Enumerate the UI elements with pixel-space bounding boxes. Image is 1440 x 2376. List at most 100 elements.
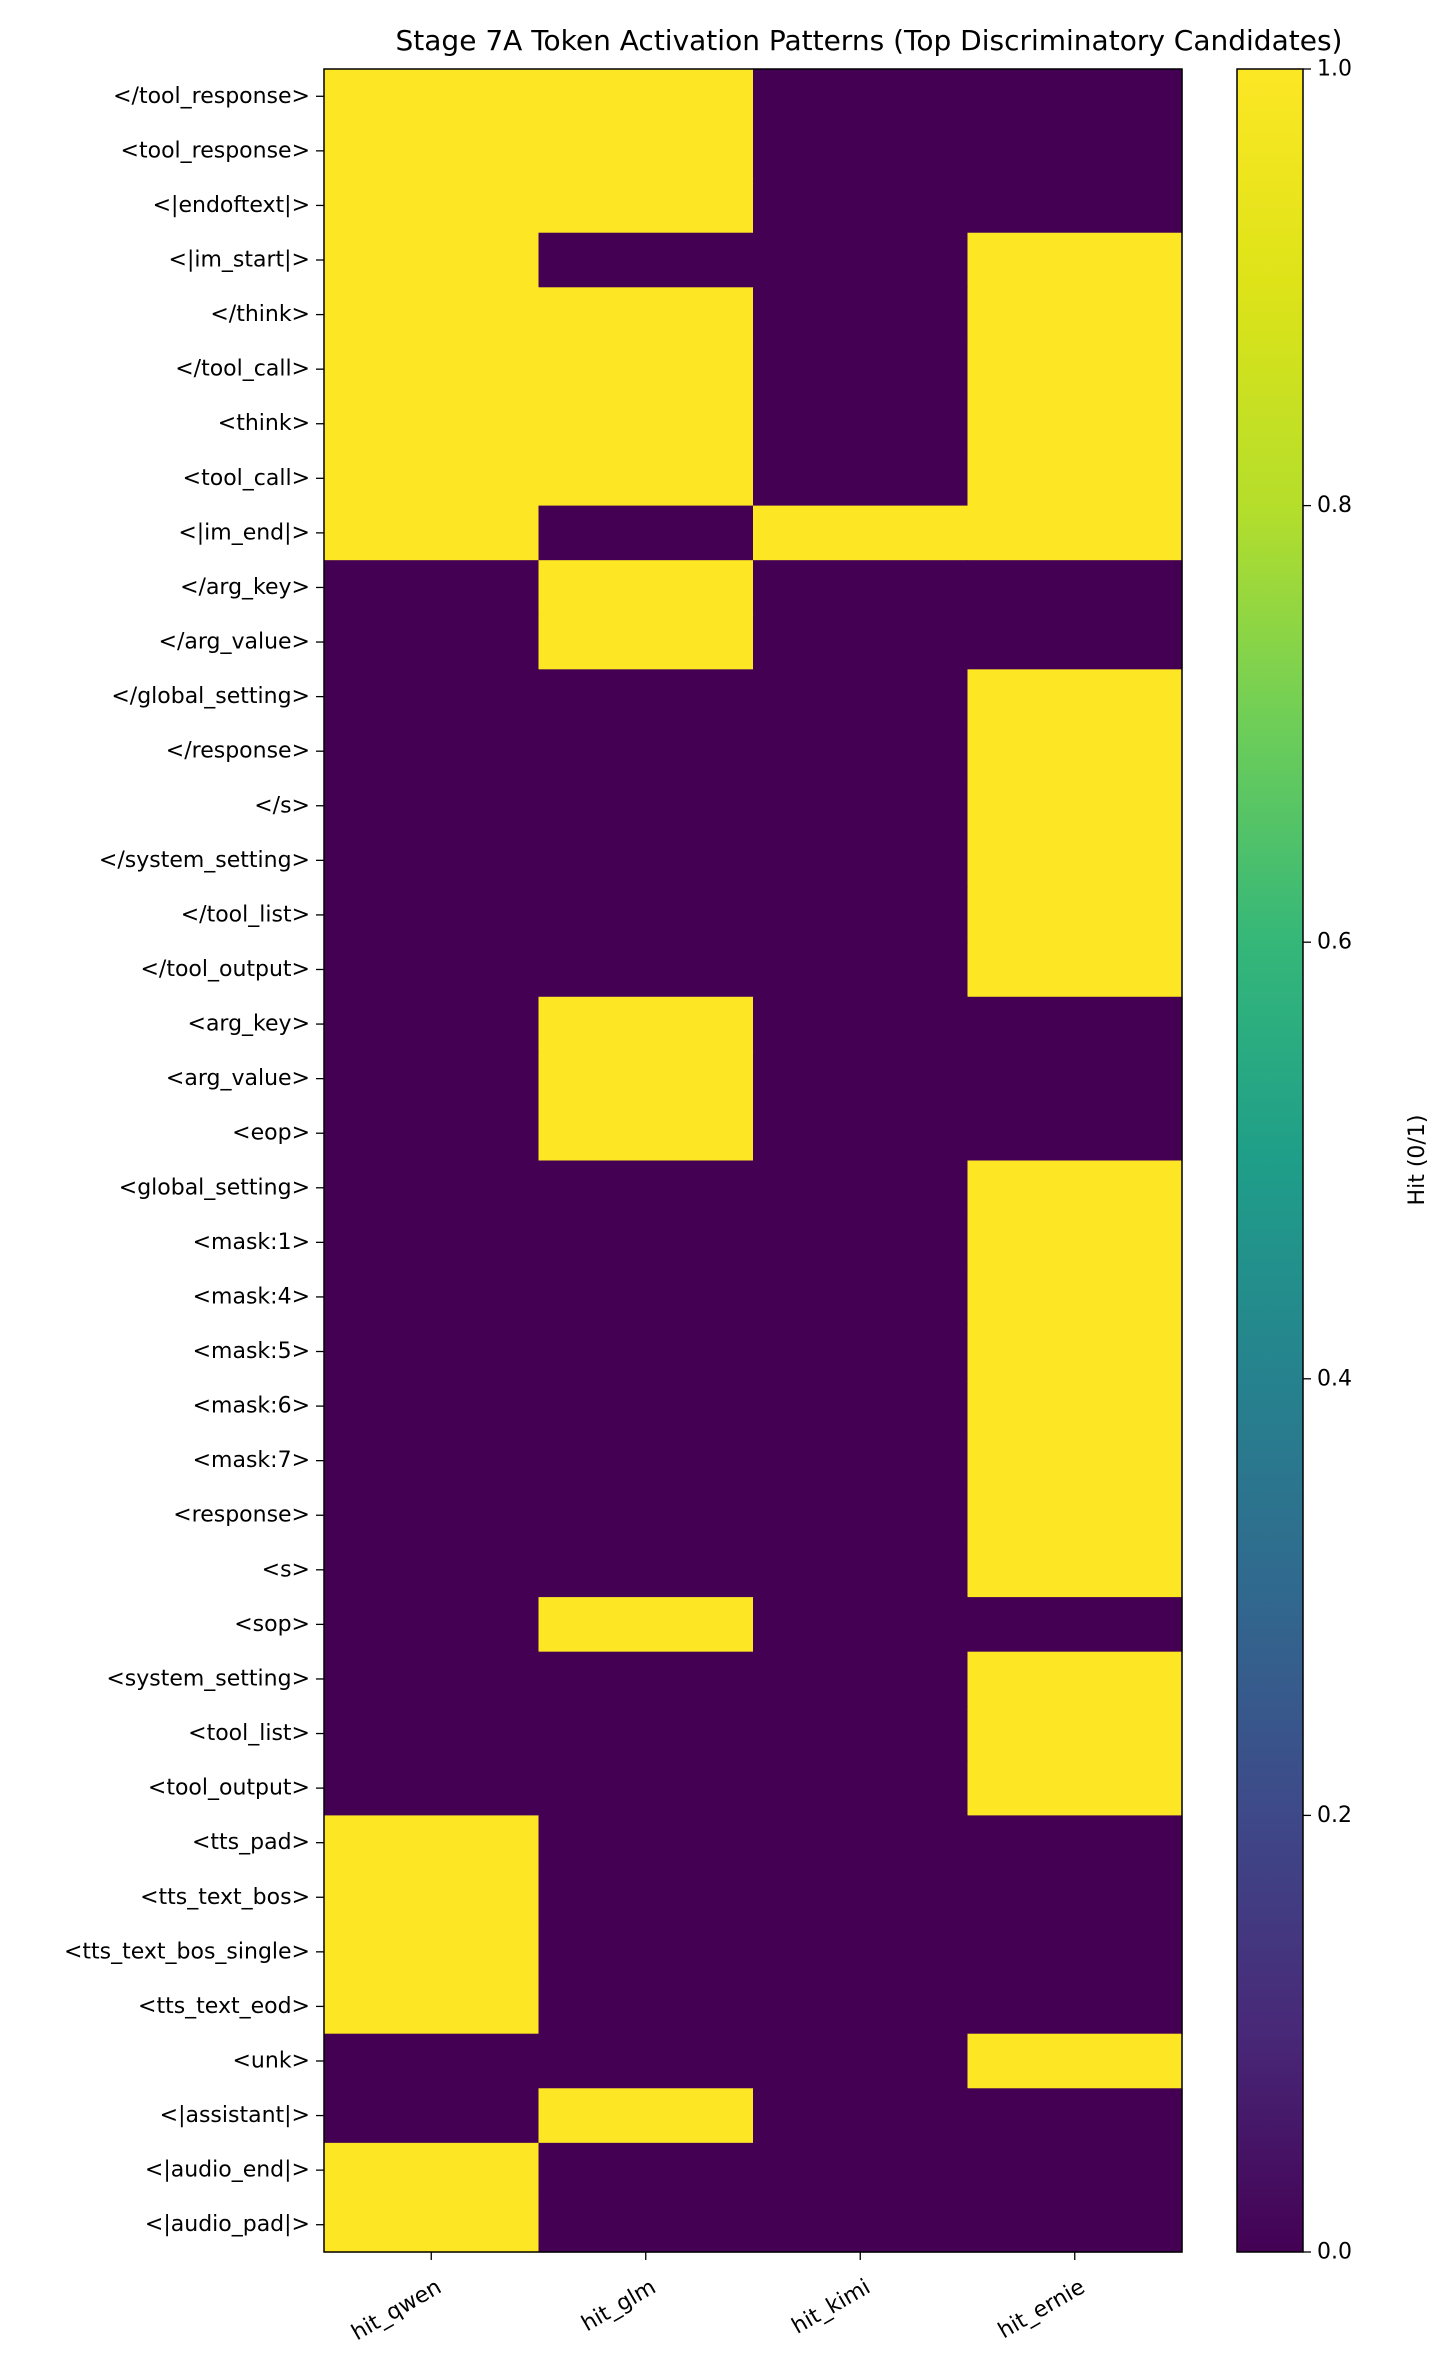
heatmap-cell bbox=[538, 1215, 754, 1271]
heatmap-cell bbox=[538, 1433, 754, 1489]
heatmap-cell bbox=[538, 1924, 754, 1980]
heatmap-cell bbox=[324, 232, 540, 288]
heatmap-cell bbox=[967, 1487, 1183, 1544]
heatmap-cell bbox=[967, 1869, 1183, 1926]
heatmap-cell bbox=[967, 1760, 1183, 1816]
heatmap-cell bbox=[967, 614, 1183, 670]
heatmap-cell bbox=[324, 2088, 540, 2144]
heatmap-cell bbox=[538, 69, 754, 125]
heatmap-cell bbox=[753, 505, 969, 561]
row-label: <tts_text_bos_single> bbox=[64, 1939, 310, 1964]
heatmap-cell bbox=[324, 1924, 540, 1980]
row-label: </think> bbox=[210, 302, 310, 327]
row-label: <arg_key> bbox=[188, 1012, 310, 1037]
heatmap-cells bbox=[324, 69, 1183, 2253]
row-label: <tool_output> bbox=[148, 1776, 310, 1801]
heatmap-cell bbox=[967, 778, 1183, 834]
heatmap-cell bbox=[324, 2197, 540, 2253]
heatmap-cell bbox=[324, 887, 540, 943]
heatmap-cell bbox=[967, 1433, 1183, 1489]
row-label: <mask:7> bbox=[193, 1448, 310, 1473]
heatmap-cell bbox=[753, 1160, 969, 1216]
heatmap-cell bbox=[967, 669, 1183, 725]
heatmap-cell bbox=[538, 1597, 754, 1653]
heatmap-cell bbox=[538, 1706, 754, 1762]
colorbar-tick-label: 0.2 bbox=[1317, 1803, 1352, 1828]
heatmap-cell bbox=[538, 669, 754, 725]
row-label: <response> bbox=[173, 1503, 310, 1528]
heatmap-cell bbox=[538, 341, 754, 398]
heatmap-cell bbox=[324, 69, 540, 125]
row-label: <global_setting> bbox=[119, 1175, 310, 1200]
heatmap-cell bbox=[324, 123, 540, 179]
heatmap-cell bbox=[753, 996, 969, 1052]
heatmap-cell bbox=[324, 1706, 540, 1762]
colorbar-tick-label: 1.0 bbox=[1317, 57, 1352, 82]
heatmap-cell bbox=[324, 1215, 540, 1271]
heatmap-cell bbox=[538, 1542, 754, 1598]
row-label: <tool_response> bbox=[121, 138, 310, 163]
row-label: <tts_text_bos> bbox=[140, 1885, 310, 1910]
heatmap-cell bbox=[538, 1760, 754, 1816]
heatmap-cell bbox=[967, 1542, 1183, 1598]
heatmap-cell bbox=[967, 396, 1183, 452]
row-label: <sop> bbox=[234, 1612, 310, 1637]
heatmap-cell bbox=[324, 1324, 540, 1380]
row-label: <|im_end|> bbox=[178, 520, 310, 545]
heatmap-cell bbox=[967, 1051, 1183, 1107]
heatmap-cell bbox=[967, 560, 1183, 616]
heatmap-cell bbox=[324, 341, 540, 398]
row-label: <unk> bbox=[233, 2048, 311, 2073]
row-label: <think> bbox=[218, 411, 310, 436]
heatmap-cell bbox=[967, 1597, 1183, 1653]
heatmap-cell bbox=[538, 2142, 754, 2199]
heatmap-cell bbox=[324, 1105, 540, 1162]
heatmap-cell bbox=[753, 1597, 969, 1653]
heatmap-cell bbox=[538, 396, 754, 452]
heatmap-cell bbox=[324, 1760, 540, 1816]
colorbar-label: Hit (0/1) bbox=[1405, 1115, 1430, 1206]
heatmap-cell bbox=[967, 887, 1183, 943]
heatmap-cell bbox=[967, 1815, 1183, 1871]
heatmap-cell bbox=[538, 1979, 754, 2035]
heatmap-cell bbox=[967, 833, 1183, 889]
heatmap-cell bbox=[324, 2033, 540, 2089]
heatmap-cell bbox=[538, 232, 754, 288]
heatmap-cell bbox=[967, 123, 1183, 179]
heatmap-cell bbox=[967, 723, 1183, 780]
heatmap-cell bbox=[538, 2033, 754, 2089]
heatmap-cell bbox=[538, 1160, 754, 1216]
heatmap-cell bbox=[538, 1487, 754, 1544]
heatmap-cell bbox=[324, 1597, 540, 1653]
heatmap-cell bbox=[753, 232, 969, 288]
heatmap-cell bbox=[538, 778, 754, 834]
heatmap-cell bbox=[538, 1324, 754, 1380]
row-labels: </tool_response> <tool_response> <|endofte… bbox=[64, 84, 324, 2237]
heatmap-cell bbox=[753, 1869, 969, 1926]
row-label: </tool_call> bbox=[175, 357, 310, 382]
heatmap-cell bbox=[324, 1869, 540, 1926]
heatmap-cell bbox=[753, 614, 969, 670]
heatmap-cell bbox=[538, 1815, 754, 1871]
heatmap-cell bbox=[538, 505, 754, 561]
heatmap-cell bbox=[538, 723, 754, 780]
row-label: <mask:1> bbox=[193, 1230, 310, 1255]
heatmap-cell bbox=[967, 69, 1183, 125]
row-label: </s> bbox=[254, 793, 310, 818]
heatmap-cell bbox=[753, 2142, 969, 2199]
heatmap-cell bbox=[753, 1105, 969, 1162]
heatmap-cell bbox=[324, 560, 540, 616]
heatmap-cell bbox=[538, 1105, 754, 1162]
heatmap-cell bbox=[324, 1051, 540, 1107]
heatmap-cell bbox=[538, 287, 754, 343]
heatmap-cell bbox=[538, 1269, 754, 1325]
heatmap-cell bbox=[538, 1378, 754, 1434]
heatmap-cell bbox=[538, 178, 754, 234]
row-label: <eop> bbox=[232, 1121, 310, 1146]
column-labels: hit_qwen hit_glm hit_kimi hit_ernie bbox=[348, 2252, 1089, 2346]
heatmap-cell bbox=[967, 1706, 1183, 1762]
heatmap-cell bbox=[324, 723, 540, 780]
row-label: <tool_call> bbox=[183, 466, 310, 491]
row-label: <|im_start|> bbox=[169, 248, 310, 273]
heatmap-cell bbox=[967, 2142, 1183, 2199]
